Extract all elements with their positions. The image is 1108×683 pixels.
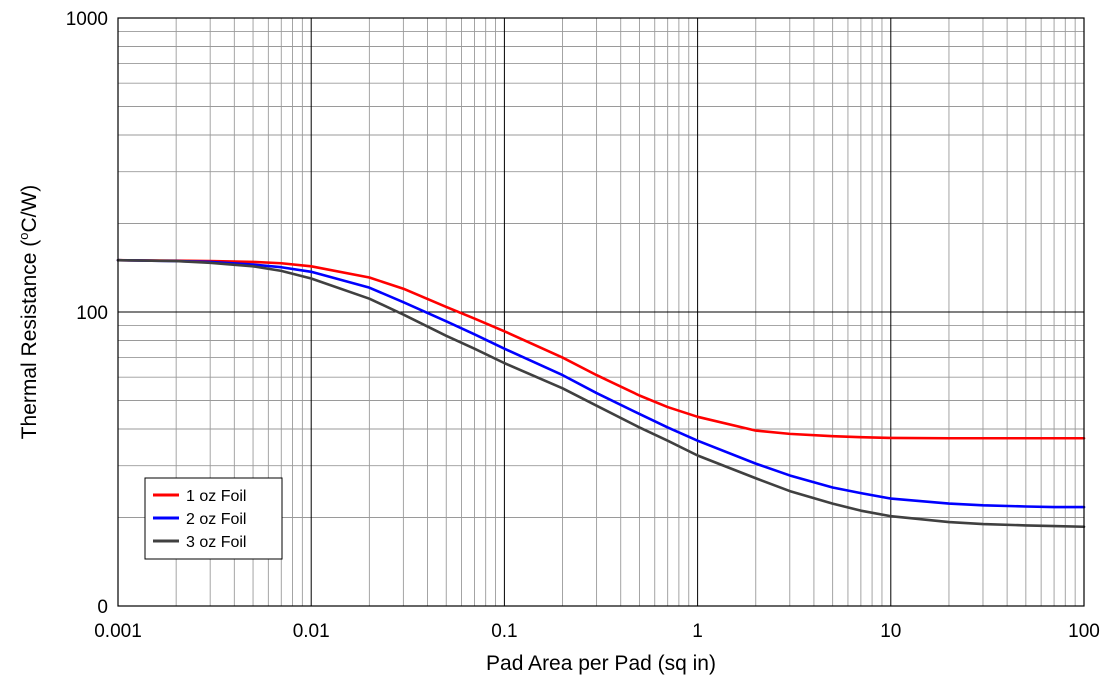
legend-label-2: 2 oz Foil bbox=[186, 511, 246, 528]
x-tick-label: 0.1 bbox=[491, 621, 517, 642]
series-lines bbox=[116, 258, 1086, 529]
x-tick-label: 1 bbox=[692, 621, 703, 642]
y-tick-label: 100 bbox=[76, 303, 108, 324]
x-tick-label: 100 bbox=[1068, 621, 1100, 642]
y-axis-title-degree: o bbox=[16, 233, 31, 240]
x-tick-label: 0.001 bbox=[94, 621, 142, 642]
plot-frame bbox=[117, 17, 1085, 607]
y-axis-title-suffix: C/W) bbox=[18, 185, 41, 233]
series-line-3 bbox=[116, 258, 1086, 529]
x-axis-tick-labels: 0.001 0.01 0.1 1 10 100 bbox=[94, 621, 1100, 642]
x-tick-label: 10 bbox=[880, 621, 901, 642]
y-axis-title-prefix: Thermal Resistance ( bbox=[18, 240, 41, 440]
legend-label-3: 3 oz Foil bbox=[186, 534, 246, 551]
legend-label-1: 1 oz Foil bbox=[186, 488, 246, 505]
legend: 1 oz Foil 2 oz Foil 3 oz Foil bbox=[144, 477, 283, 560]
series-line-2 bbox=[116, 258, 1086, 509]
major-gridlines bbox=[118, 18, 1084, 606]
x-axis-title: Pad Area per Pad (sq in) bbox=[486, 652, 716, 675]
series-line-1 bbox=[116, 258, 1086, 440]
y-tick-label: 0 bbox=[97, 597, 108, 618]
y-tick-label: 1000 bbox=[66, 9, 108, 30]
y-axis-title: Thermal Resistance (oC/W) bbox=[16, 185, 41, 440]
y-axis-tick-labels: 0 100 1000 bbox=[66, 9, 108, 618]
x-tick-label: 0.01 bbox=[293, 621, 330, 642]
